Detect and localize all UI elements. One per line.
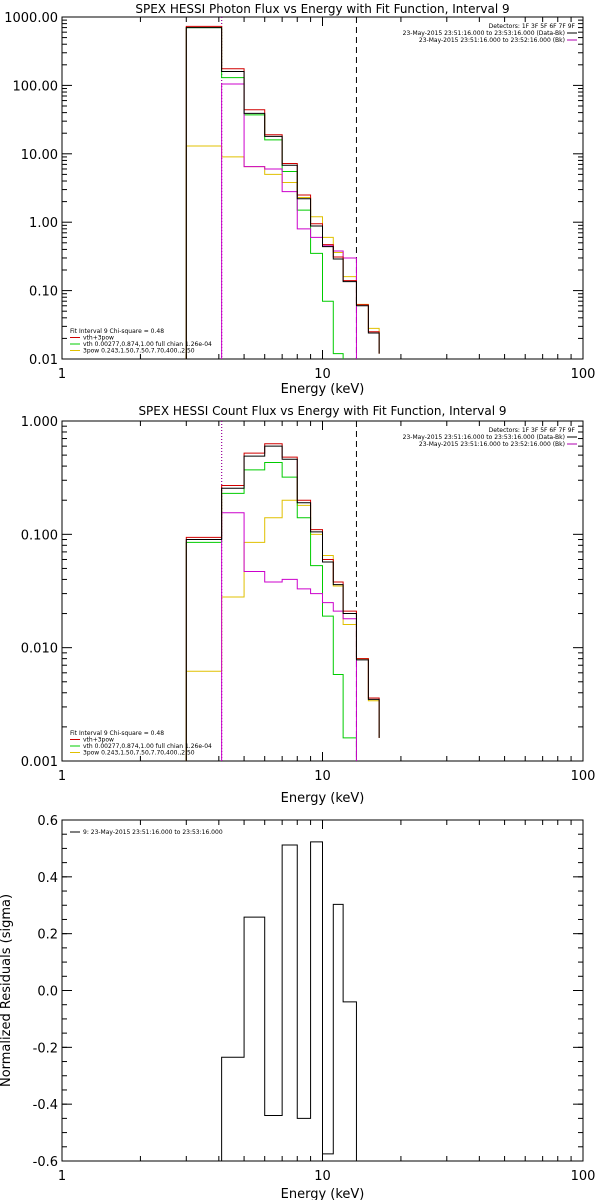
x-tick-label: 100 <box>571 769 596 784</box>
x-axis-label: Energy (keV) <box>281 791 365 806</box>
x-tick-label: 10 <box>314 367 331 382</box>
y-tick-label: 0.001 <box>21 755 58 770</box>
series-line-2 <box>185 27 344 359</box>
series-group <box>185 25 380 359</box>
y-tick-label: 1.00 <box>29 216 58 231</box>
series-group <box>221 841 357 1161</box>
series-line-2 <box>185 462 357 761</box>
series-line-5 <box>185 27 380 359</box>
legend-entry: 3pow 0.243,1.50,7.50,7.70,400.,2.50 <box>83 348 195 355</box>
legend-entry: vth+3pow <box>83 335 114 342</box>
x-tick-label: 1 <box>58 1169 66 1184</box>
series-group <box>185 443 380 761</box>
y-tick-label: 0.01 <box>29 353 58 368</box>
y-axis-label: Normalized Residuals (sigma) <box>0 894 14 1087</box>
x-axis-label: Energy (keV) <box>281 382 365 397</box>
header-text: 23-May-2015 23:51:16.000 to 23:52:16.000… <box>419 37 565 44</box>
series-line-3 <box>221 83 357 359</box>
x-tick-label: 1 <box>58 769 66 784</box>
header-text: 23-May-2015 23:51:16.000 to 23:52:16.000… <box>419 441 565 448</box>
y-tick-label: 0.4 <box>37 871 58 886</box>
legend-entry: Fit Interval 9 Chi-square = 0.48 <box>70 730 164 737</box>
y-tick-label: -0.4 <box>33 1098 58 1113</box>
y-tick-label: 0.0 <box>37 985 58 1000</box>
legend-entry: vth 0.00277,0.874,1.00 full chian 1.26e-… <box>83 341 212 348</box>
chart-panel-3: 1 10 100 0.6 0.4 0.2 0.0 -0.2 -0.4 -0.6 Energy (ke… <box>0 814 595 1200</box>
series-line-4 <box>185 25 380 359</box>
chart-panel-2: 1 10 100 0.001 0.010 0.100 1.000 SPEX HESSI Cou… <box>21 404 596 806</box>
y-tick-label: 0.2 <box>37 928 58 943</box>
header-text: Detectors: 1F 3F 5F 6F 7F 9F <box>489 427 576 434</box>
y-tick-label: 0.010 <box>21 642 58 657</box>
chart-panel-1: 1 10 100 0.01 0.10 1.00 10.00 100.00 1000.00 SPEX… <box>4 2 595 397</box>
series-line-3 <box>221 512 357 761</box>
header-text: 23-May-2015 23:51:16.000 to 23:53:16.000… <box>403 434 565 441</box>
series-line-1 <box>221 841 357 1161</box>
x-axis-label: Energy (keV) <box>281 1187 365 1200</box>
x-tick-label: 10 <box>314 1169 331 1184</box>
series-line-1 <box>185 145 380 359</box>
y-tick-label: 10.00 <box>21 148 58 163</box>
x-tick-label: 100 <box>571 1169 596 1184</box>
legend-entry: 3pow 0.243,1.50,7.50,7.70,400.,2.50 <box>83 750 195 757</box>
y-tick-label: 1000.00 <box>4 11 58 26</box>
legend-entry: Fit Interval 9 Chi-square = 0.48 <box>70 328 164 335</box>
legend-entry: vth+3pow <box>83 737 114 744</box>
y-tick-label: 1.000 <box>21 415 58 430</box>
legend-entry: vth 0.00277,0.874,1.00 full chian 1.26e-… <box>83 743 212 750</box>
chart-title: SPEX HESSI Count Flux vs Energy with Fit… <box>138 404 506 418</box>
y-tick-label: 0.100 <box>21 528 58 543</box>
y-tick-label: -0.2 <box>33 1041 58 1056</box>
y-tick-label: 0.10 <box>29 285 58 300</box>
header-text: Detectors: 1F 3F 5F 6F 7F 9F <box>489 23 576 30</box>
legend-entry: 9: 23-May-2015 23:51:16.000 to 23:53:16.… <box>83 829 223 836</box>
x-tick-label: 1 <box>58 367 66 382</box>
chart-title: SPEX HESSI Photon Flux vs Energy with Fi… <box>135 2 509 16</box>
header-text: 23-May-2015 23:51:16.000 to 23:53:16.000… <box>403 30 565 37</box>
y-tick-label: 100.00 <box>13 79 59 94</box>
plot-frame <box>61 16 584 360</box>
series-line-5 <box>185 445 380 761</box>
series-line-4 <box>185 443 380 761</box>
y-tick-label: 0.6 <box>37 814 58 829</box>
x-tick-label: 10 <box>314 769 331 784</box>
x-tick-label: 100 <box>571 367 596 382</box>
y-tick-label: -0.6 <box>33 1155 58 1170</box>
